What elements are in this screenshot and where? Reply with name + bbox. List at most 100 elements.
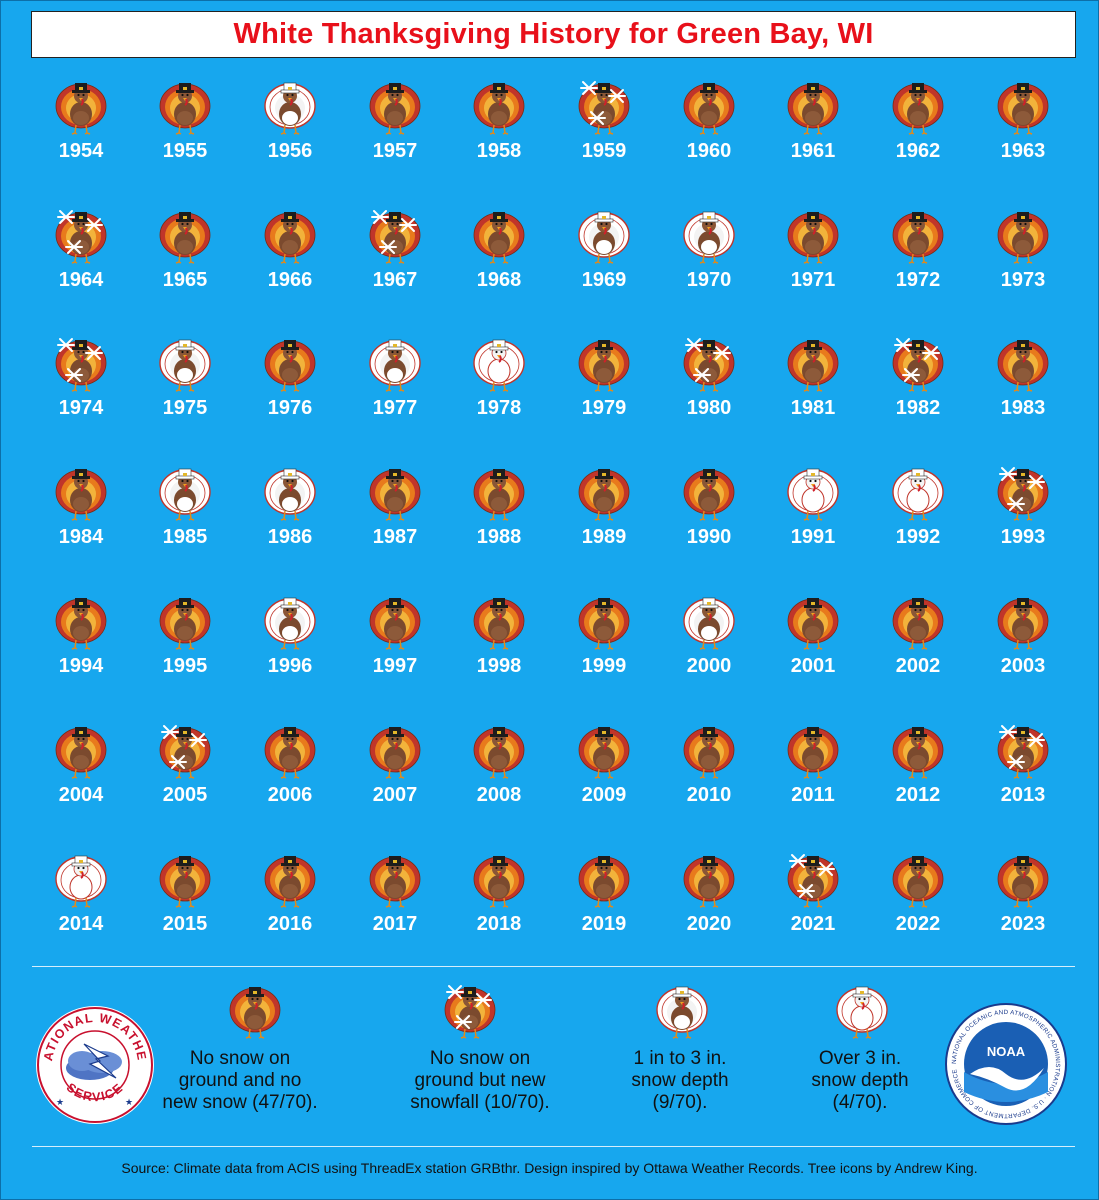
- turkey-icon: [369, 727, 421, 779]
- turkey-icon: [264, 468, 316, 521]
- year-cell: 1958: [446, 74, 550, 184]
- year-label: 1970: [686, 269, 732, 291]
- turkey-icon: [997, 212, 1049, 264]
- turkey-icon: [997, 467, 1049, 521]
- year-label: 2004: [58, 784, 104, 806]
- year-label: 1983: [1000, 397, 1046, 419]
- turkey-icon: [473, 212, 525, 264]
- year-cell: 2002: [865, 589, 969, 699]
- year-label: 1961: [790, 140, 836, 162]
- year-cell: 1964: [28, 203, 132, 313]
- year-cell: 2013: [970, 718, 1074, 828]
- year-cell: 1961: [760, 74, 864, 184]
- turkey-icon: [892, 212, 944, 264]
- turkey-icon: [683, 597, 735, 650]
- source-note: Source: Climate data from ACIS using Thr…: [121, 1160, 978, 1176]
- year-cell: 1972: [865, 203, 969, 313]
- legend-turkey-icon: [444, 985, 496, 1039]
- year-label: 1982: [895, 397, 941, 419]
- year-label: 1960: [686, 140, 732, 162]
- year-label: 1969: [581, 269, 627, 291]
- year-cell: 1959: [551, 74, 655, 184]
- year-cell: 1975: [132, 331, 236, 441]
- year-cell: 2017: [342, 847, 446, 957]
- turkey-icon: [369, 339, 421, 392]
- turkey-icon: [159, 339, 211, 392]
- turkey-icon: [683, 211, 735, 264]
- year-cell: 2004: [28, 718, 132, 828]
- year-label: 1957: [372, 140, 418, 162]
- year-label: 1995: [162, 655, 208, 677]
- year-label: 2007: [372, 784, 418, 806]
- legend-label-line: snowfall (10/70).: [410, 1092, 550, 1113]
- turkey-icon: [473, 469, 525, 521]
- year-cell: 2000: [656, 589, 760, 699]
- turkey-icon: [473, 856, 525, 908]
- legend-label-line: snow depth: [631, 1070, 729, 1091]
- year-cell: 2009: [551, 718, 655, 828]
- year-label: 1975: [162, 397, 208, 419]
- year-grid: 1954 1955 1956 1957 1958 1959 1960 1961 1962 1963…: [28, 74, 1074, 957]
- year-label: 2020: [686, 913, 732, 935]
- turkey-icon: [997, 83, 1049, 135]
- turkey-icon: [55, 210, 107, 264]
- turkey-icon: [683, 856, 735, 908]
- year-label: 1959: [581, 140, 627, 162]
- year-cell: 1994: [28, 589, 132, 699]
- year-label: 1954: [58, 140, 104, 162]
- turkey-icon: [997, 725, 1049, 779]
- year-cell: 1962: [865, 74, 969, 184]
- turkey-icon: [578, 211, 630, 264]
- year-cell: 1983: [970, 331, 1074, 441]
- year-label: 2017: [372, 913, 418, 935]
- year-label: 1980: [686, 397, 732, 419]
- year-cell: 2023: [970, 847, 1074, 957]
- year-label: 1998: [476, 655, 522, 677]
- legend-turkey-icon: [229, 987, 281, 1039]
- turkey-icon: [787, 212, 839, 264]
- year-cell: 1997: [342, 589, 446, 699]
- year-cell: 2001: [760, 589, 864, 699]
- turkey-icon: [787, 83, 839, 135]
- turkey-icon: [159, 212, 211, 264]
- year-cell: 1971: [760, 203, 864, 313]
- year-cell: 2011: [760, 718, 864, 828]
- turkey-icon: [159, 725, 211, 779]
- year-cell: 1998: [446, 589, 550, 699]
- year-cell: 1970: [656, 203, 760, 313]
- year-label: 1962: [895, 140, 941, 162]
- year-cell: 1963: [970, 74, 1074, 184]
- turkey-icon: [264, 856, 316, 908]
- year-cell: 1977: [342, 331, 446, 441]
- legend-label-line: new snow (47/70).: [162, 1092, 318, 1113]
- year-label: 1964: [58, 269, 104, 291]
- year-label: 1967: [372, 269, 418, 291]
- turkey-icon: [997, 598, 1049, 650]
- year-label: 1968: [476, 269, 522, 291]
- year-label: 2012: [895, 784, 941, 806]
- year-cell: 1989: [551, 460, 655, 570]
- turkey-icon: [55, 727, 107, 779]
- year-cell: 2021: [760, 847, 864, 957]
- year-cell: 1986: [237, 460, 341, 570]
- year-label: 1958: [476, 140, 522, 162]
- year-label: 2023: [1000, 913, 1046, 935]
- year-label: 1986: [267, 526, 313, 548]
- turkey-icon: [892, 598, 944, 650]
- year-cell: 1968: [446, 203, 550, 313]
- year-cell: 2007: [342, 718, 446, 828]
- turkey-icon: [159, 468, 211, 521]
- legend-label-line: snow depth: [811, 1070, 909, 1091]
- turkey-icon: [787, 340, 839, 392]
- year-cell: 1990: [656, 460, 760, 570]
- turkey-icon: [55, 855, 107, 908]
- svg-text:★: ★: [125, 1097, 133, 1107]
- year-label: 1989: [581, 526, 627, 548]
- year-cell: 2019: [551, 847, 655, 957]
- turkey-icon: [892, 468, 944, 521]
- year-cell: 1980: [656, 331, 760, 441]
- year-label: 2011: [791, 784, 835, 806]
- year-cell: 1969: [551, 203, 655, 313]
- year-cell: 1976: [237, 331, 341, 441]
- year-label: 1955: [162, 140, 208, 162]
